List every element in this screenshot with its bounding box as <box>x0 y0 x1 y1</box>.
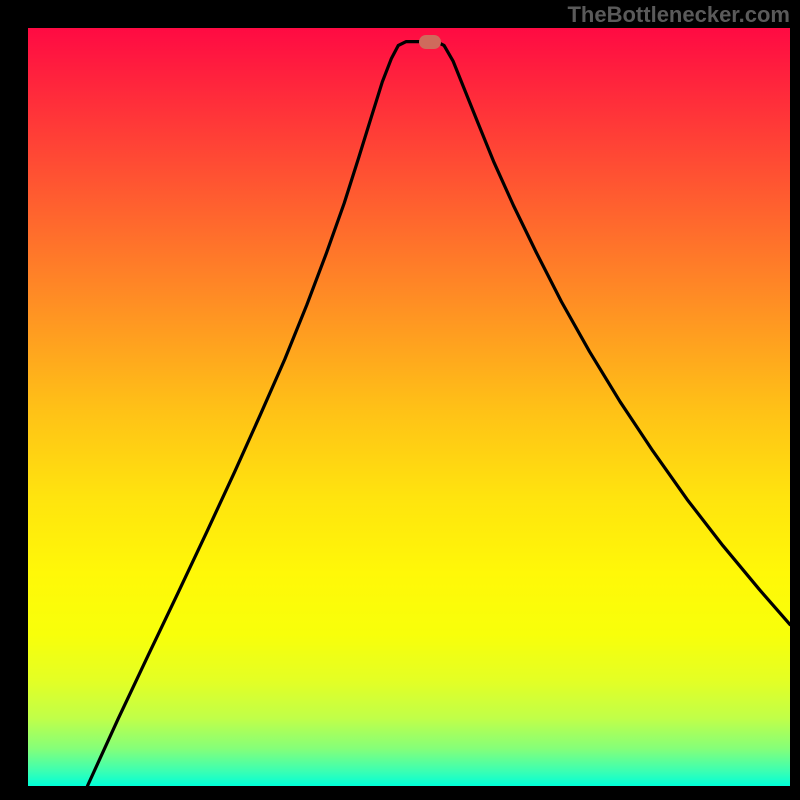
gradient-background <box>28 28 790 786</box>
optimal-point-marker <box>419 35 441 49</box>
watermark-text: TheBottlenecker.com <box>567 2 790 28</box>
plot-border-left <box>0 0 28 800</box>
bottleneck-chart: TheBottlenecker.com <box>0 0 800 800</box>
plot-border-bottom <box>0 786 800 800</box>
plot-border-right <box>790 0 800 800</box>
